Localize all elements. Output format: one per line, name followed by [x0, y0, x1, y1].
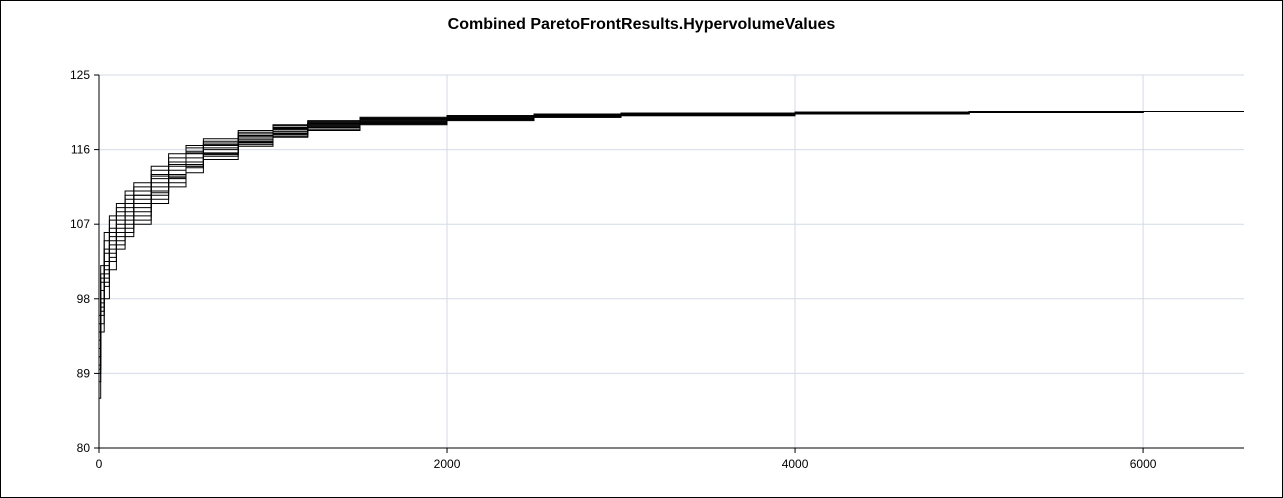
x-tick-label: 4000 [782, 457, 809, 471]
x-tick-group: 0 2000 4000 6000 [96, 448, 1157, 471]
y-tick-label: 98 [77, 292, 91, 306]
y-tick-label: 80 [77, 441, 91, 455]
series-line-7 [99, 111, 1244, 383]
series-line-2 [99, 111, 1244, 374]
series-line-9 [99, 111, 1244, 349]
y-tick-label: 89 [77, 366, 91, 380]
x-tick-label: 6000 [1130, 457, 1157, 471]
x-tick-label: 2000 [434, 457, 461, 471]
axes [98, 75, 1244, 449]
grid-lines [99, 74, 1244, 448]
y-tick-label: 116 [71, 143, 90, 157]
y-tick-group: 80 89 98 107 116 125 [70, 68, 99, 455]
chart-title: Combined ParetoFrontResults.HypervolumeV… [447, 16, 836, 33]
y-tick-label: 125 [70, 68, 90, 82]
series-lines [99, 111, 1244, 399]
series-line-3 [99, 111, 1244, 358]
x-tick-label: 0 [96, 457, 103, 471]
series-line-10 [99, 111, 1244, 316]
series-line-12 [99, 111, 1244, 370]
series-line-11 [99, 111, 1244, 358]
series-line-1 [99, 111, 1244, 399]
y-tick-label: 107 [70, 217, 90, 231]
